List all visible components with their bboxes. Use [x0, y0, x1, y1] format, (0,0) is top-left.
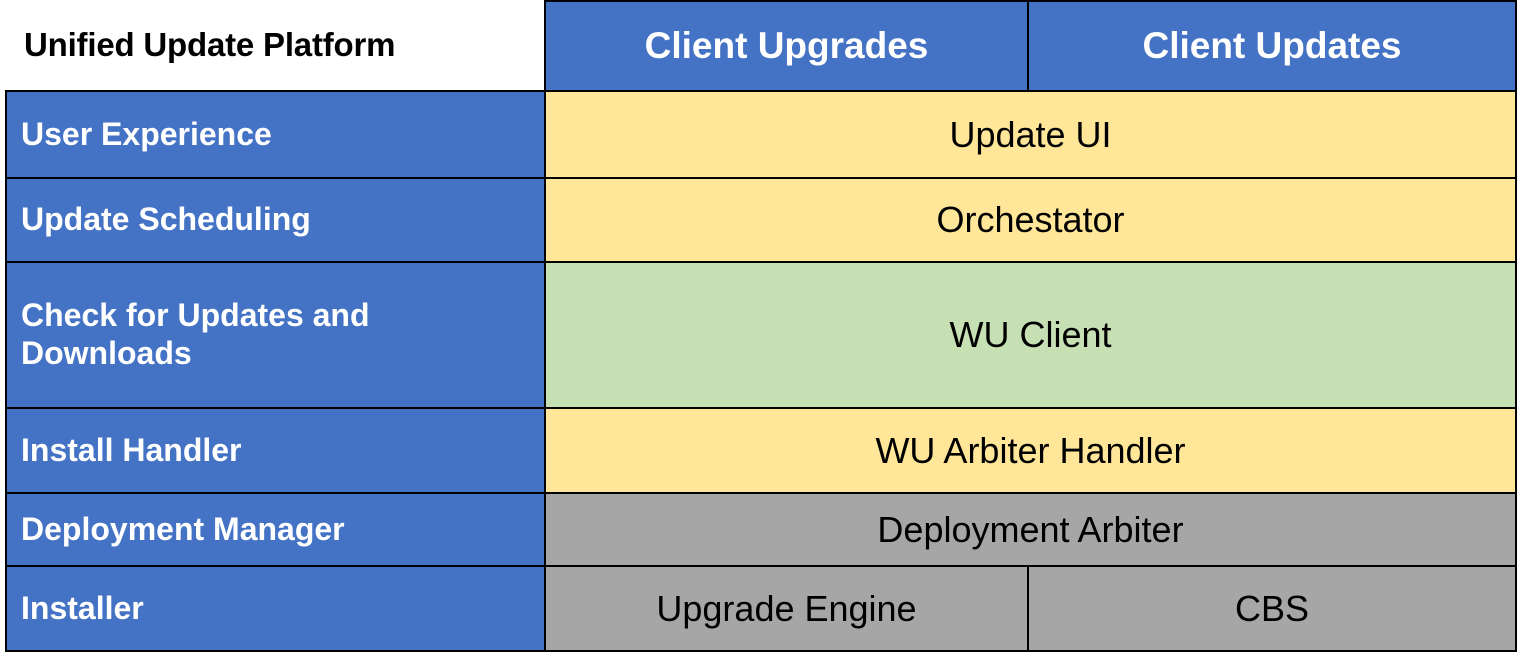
table-row: Install Handler WU Arbiter Handler: [5, 407, 1517, 494]
table-row: Check for Updates and Downloads WU Clien…: [5, 261, 1517, 409]
table-row: Installer Upgrade Engine CBS: [5, 565, 1517, 652]
cell-wu-client: WU Client: [544, 261, 1517, 409]
row-label-user-experience: User Experience: [5, 90, 546, 179]
unified-update-platform-table: Unified Update Platform Client Upgrades …: [5, 0, 1517, 652]
cell-cbs: CBS: [1027, 565, 1517, 652]
row-label-installer: Installer: [5, 565, 546, 652]
cell-upgrade-engine: Upgrade Engine: [544, 565, 1029, 652]
column-header-client-upgrades: Client Upgrades: [544, 0, 1029, 92]
table-row: User Experience Update UI: [5, 90, 1517, 179]
cell-update-ui: Update UI: [544, 90, 1517, 179]
row-label-install-handler: Install Handler: [5, 407, 546, 494]
cell-wu-arbiter-handler: WU Arbiter Handler: [544, 407, 1517, 494]
row-label-update-scheduling: Update Scheduling: [5, 177, 546, 263]
table-row: Update Scheduling Orchestator: [5, 177, 1517, 263]
row-label-deployment-manager: Deployment Manager: [5, 492, 546, 567]
table-header-row: Unified Update Platform Client Upgrades …: [6, 0, 1517, 92]
table-corner-title: Unified Update Platform: [6, 1, 545, 91]
column-header-client-updates: Client Updates: [1027, 0, 1517, 92]
row-label-check-for-updates-and-downloads: Check for Updates and Downloads: [5, 261, 546, 409]
cell-deployment-arbiter: Deployment Arbiter: [544, 492, 1517, 567]
table-row: Deployment Manager Deployment Arbiter: [5, 492, 1517, 567]
cell-orchestator: Orchestator: [544, 177, 1517, 263]
